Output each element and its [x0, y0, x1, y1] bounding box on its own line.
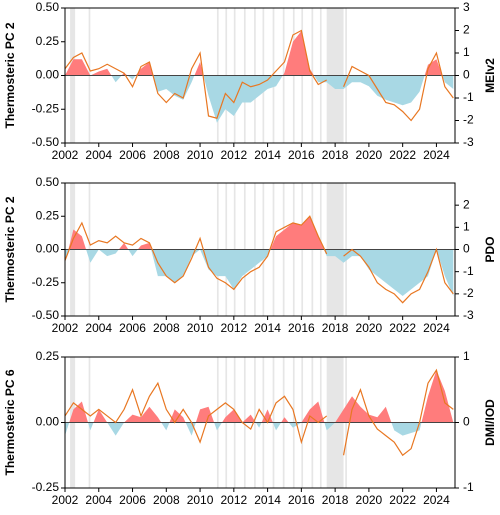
y-tick-label: -0.50: [32, 308, 60, 322]
x-tick-label: 2012: [220, 493, 247, 507]
y2-tick-label: -3: [463, 308, 474, 322]
y2-tick-label: 2: [463, 23, 470, 37]
x-tick-label: 2014: [254, 321, 281, 335]
x-tick-label: 2020: [356, 493, 383, 507]
x-tick-label: 2014: [254, 148, 281, 162]
y2-tick-label: 1: [463, 45, 470, 59]
y-tick-label: 0.00: [36, 415, 60, 429]
x-tick-label: 2008: [153, 321, 180, 335]
x-tick-label: 2020: [356, 148, 383, 162]
y-tick-label: 0.00: [36, 242, 60, 256]
x-tick-label: 2014: [254, 493, 281, 507]
x-tick-label: 2002: [52, 321, 79, 335]
x-tick-label: 2004: [85, 321, 112, 335]
x-tick-label: 2006: [119, 321, 146, 335]
y2-tick-label: 2: [463, 197, 470, 211]
y-tick-label: -0.25: [32, 480, 60, 494]
y2-tick-label: 1: [463, 220, 470, 234]
y-tick-label: 0.25: [36, 34, 60, 48]
y-tick-label: -0.25: [32, 275, 60, 289]
x-tick-label: 2002: [52, 493, 79, 507]
x-tick-label: 2008: [153, 148, 180, 162]
y2-tick-label: -1: [463, 480, 474, 494]
y-tick-label: 0.00: [36, 68, 60, 82]
y-axis-label: Thermosteric PC 2: [3, 22, 17, 128]
index-line: [65, 368, 454, 457]
y-axis-label: Thermosteric PC 6: [3, 369, 17, 475]
x-tick-label: 2024: [423, 321, 450, 335]
y2-tick-label: -2: [463, 113, 474, 127]
y2-tick-label: 0: [463, 415, 470, 429]
x-tick-label: 2010: [187, 148, 214, 162]
y2-tick-label: -1: [463, 90, 474, 104]
x-tick-label: 2024: [423, 493, 450, 507]
x-tick-label: 2022: [389, 148, 416, 162]
x-tick-label: 2022: [389, 321, 416, 335]
pc-area: [65, 30, 454, 123]
x-tick-label: 2024: [423, 148, 450, 162]
y-tick-label: 0.50: [36, 175, 60, 189]
y2-axis-label: PDO: [483, 236, 497, 262]
x-tick-label: 2018: [322, 321, 349, 335]
pc-area: [65, 216, 454, 297]
x-tick-label: 2006: [119, 493, 146, 507]
index-line: [65, 29, 454, 122]
y-tick-label: 0.25: [36, 208, 60, 222]
x-tick-label: 2004: [85, 148, 112, 162]
x-tick-label: 2004: [85, 493, 112, 507]
y2-axis-label: DMI/IOD: [483, 399, 497, 446]
pc-area: [65, 370, 454, 436]
y2-tick-label: 3: [463, 0, 470, 14]
x-tick-label: 2012: [220, 321, 247, 335]
y2-tick-label: 0: [463, 68, 470, 82]
y2-axis-label: MEIv2: [483, 58, 497, 93]
x-tick-label: 2008: [153, 493, 180, 507]
x-tick-label: 2016: [288, 148, 315, 162]
y2-tick-label: -1: [463, 264, 474, 278]
x-tick-label: 2010: [187, 493, 214, 507]
y2-tick-label: 0: [463, 242, 470, 256]
x-tick-label: 2016: [288, 493, 315, 507]
y-tick-label: 0.50: [36, 0, 60, 14]
x-tick-label: 2016: [288, 321, 315, 335]
x-tick-label: 2018: [322, 493, 349, 507]
x-tick-label: 2012: [220, 148, 247, 162]
x-tick-label: 2006: [119, 148, 146, 162]
y2-tick-label: -3: [463, 135, 474, 149]
y2-tick-label: 1: [463, 349, 470, 363]
y-tick-label: -0.25: [32, 101, 60, 115]
y-tick-label: -0.50: [32, 135, 60, 149]
x-tick-label: 2022: [389, 493, 416, 507]
x-tick-label: 2020: [356, 321, 383, 335]
x-tick-label: 2018: [322, 148, 349, 162]
y-tick-label: 0.25: [36, 349, 60, 363]
x-tick-label: 2002: [52, 148, 79, 162]
index-line: [65, 215, 454, 304]
y-axis-label: Thermosteric PC 2: [3, 196, 17, 302]
y2-tick-label: -2: [463, 286, 474, 300]
x-tick-label: 2010: [187, 321, 214, 335]
